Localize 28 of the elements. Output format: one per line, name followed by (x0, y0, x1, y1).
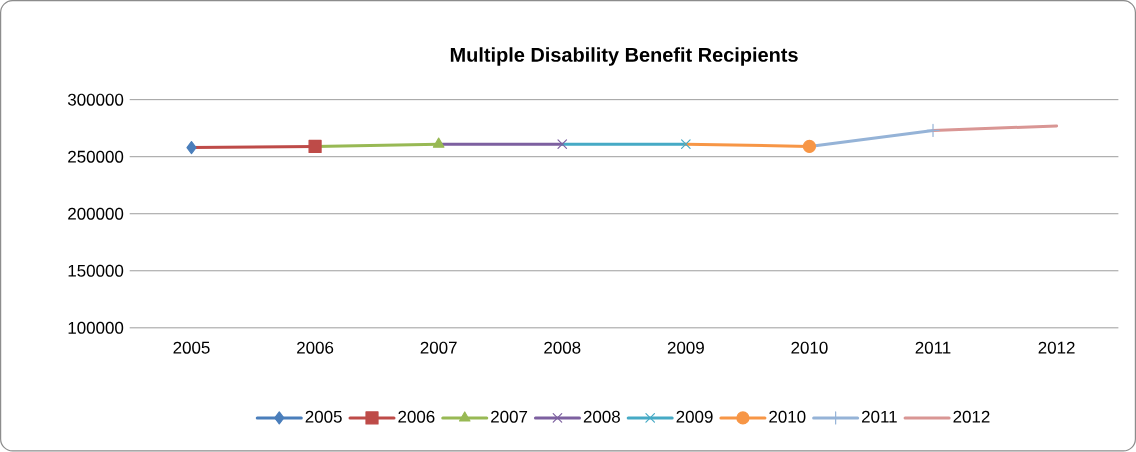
x-tick-label: 2006 (297, 341, 334, 354)
point (186, 141, 197, 155)
point (557, 139, 568, 150)
x-tick-label: 2005 (173, 341, 210, 354)
point (680, 139, 691, 150)
y-tick-label: 100000 (68, 322, 124, 335)
y-tick-label: 250000 (68, 150, 124, 163)
x-tick-label: 2008 (544, 341, 581, 354)
x-tick-label: 2007 (420, 341, 457, 354)
y-tick-label: 200000 (68, 207, 124, 220)
y-tick-label: 300000 (67, 93, 124, 106)
x-tick-label: 2011 (915, 341, 951, 354)
legend-label: 2011 (862, 411, 897, 424)
chart-title: Multiple Disability Benefit Recipients (450, 47, 798, 67)
x-tick-label: 2012 (1038, 341, 1075, 354)
legend-label: 2007 (491, 411, 528, 424)
legend-label: 2006 (398, 411, 435, 424)
legend-label: 2010 (769, 411, 806, 424)
legend-label: 2008 (583, 411, 620, 424)
legend-label: 2005 (305, 411, 342, 424)
point (926, 124, 940, 138)
y-tick-label: 150000 (68, 265, 124, 278)
legend-label: 2012 (953, 411, 990, 424)
legend-label: 2009 (676, 411, 713, 424)
x-tick-label: 2010 (791, 341, 828, 354)
point (308, 140, 322, 154)
point (802, 140, 817, 154)
x-tick-label: 2009 (667, 341, 704, 354)
